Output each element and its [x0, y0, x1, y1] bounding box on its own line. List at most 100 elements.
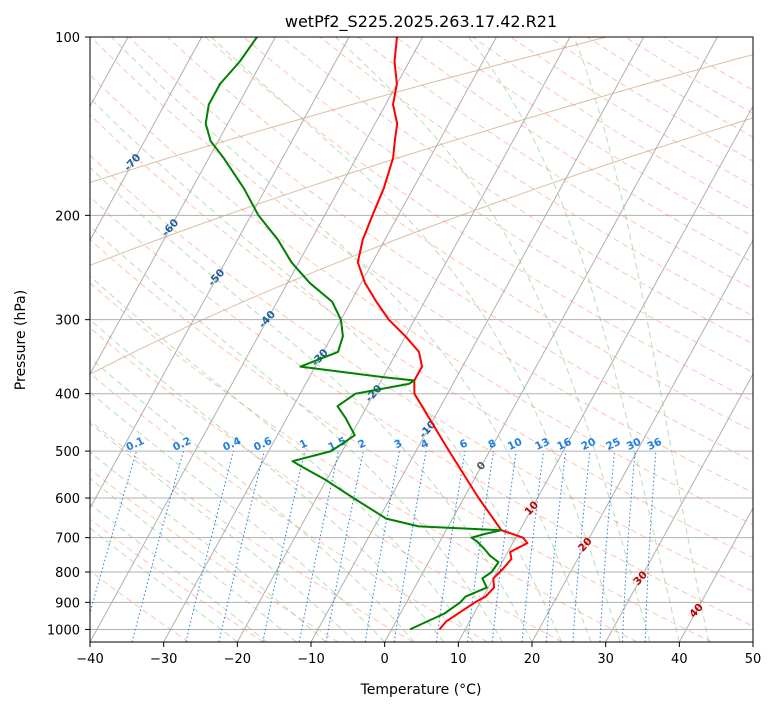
mixing-ratio-line	[521, 451, 545, 642]
dry-adiabat	[166, 37, 753, 432]
mixing-ratio-label: 30	[625, 436, 643, 453]
mixing-ratio-line	[491, 451, 517, 642]
x-axis-ticks: −40 −30 −20 −10 0 10 20 30 40 50	[76, 642, 761, 667]
x-tick-label: 20	[524, 652, 541, 667]
mixing-ratio-line	[90, 450, 137, 615]
dry-adiabat	[90, 518, 264, 642]
y-tick-label: 1000	[47, 623, 80, 638]
mixing-ratio-label: 8	[486, 437, 498, 451]
dry-adiabat	[90, 114, 753, 559]
dry-adiabat	[319, 37, 753, 317]
dry-adiabat	[90, 154, 753, 592]
moist-adiabat	[110, 37, 592, 642]
dry-adiabat	[243, 37, 753, 373]
moist-adiabat	[90, 166, 533, 642]
y-tick-label: 200	[55, 209, 80, 224]
moist-adiabat	[90, 319, 444, 642]
mixing-ratio-label: 3	[392, 437, 404, 451]
chart-title: wetPf2_S225.2025.263.17.42.R21	[285, 12, 557, 32]
isotherm-line	[678, 507, 753, 642]
dry-adiabats	[90, 37, 753, 642]
x-tick-label: 30	[597, 652, 614, 667]
y-tick-label: 600	[55, 492, 80, 507]
moist-adiabat	[90, 451, 327, 642]
plot-area: 0.10.20.40.611.52346810131620253036-100-…	[90, 37, 753, 642]
mixing-ratio-line	[262, 450, 306, 642]
moist-adiabat	[573, 37, 710, 642]
moist-adiabats	[90, 37, 710, 642]
mixing-ratio-label: 6	[458, 437, 470, 451]
mixing-ratio-line	[572, 451, 591, 642]
data-series	[204, 37, 529, 631]
y-axis-ticks: 100 200 300 400 500 600 700 800 900 1000	[47, 31, 90, 638]
dry-adiabat	[204, 37, 753, 402]
y-tick-label: 400	[55, 388, 80, 403]
isotherms	[90, 37, 753, 642]
mixing-ratio-label: 20	[580, 436, 598, 453]
y-tick-label: 700	[55, 532, 80, 547]
moist-adiabat	[90, 225, 503, 642]
isotherm-line	[90, 37, 203, 242]
mixing-ratio-line	[185, 450, 234, 642]
dry-adiabat	[90, 420, 414, 642]
mixing-ratio-lines	[90, 450, 657, 642]
y-tick-label: 800	[55, 566, 80, 581]
isotherm-line	[384, 37, 718, 642]
x-axis-label: Temperature (°C)	[360, 682, 482, 698]
mixing-ratio-line	[545, 451, 567, 642]
moist-adiabat	[335, 37, 651, 642]
isotherm-line	[163, 37, 497, 642]
x-tick-label: 0	[381, 652, 389, 667]
moist-adiabat	[90, 97, 562, 642]
moist-adiabat	[90, 275, 474, 642]
dry-adiabat	[90, 282, 638, 642]
dewpoint-profile	[204, 37, 503, 631]
x-tick-label: −20	[224, 652, 251, 667]
isotherm-line	[236, 37, 571, 642]
mixing-ratio-label: 2	[356, 437, 368, 451]
isotherm-line	[605, 373, 753, 642]
plot-frame	[89, 36, 754, 643]
x-tick-label: 10	[450, 652, 467, 667]
mixing-ratio-label: 36	[645, 436, 663, 453]
dry-adiabat	[90, 372, 488, 642]
pressure-gridlines	[90, 37, 753, 630]
x-tick-label: 50	[745, 652, 762, 667]
isotherm-line	[531, 239, 753, 642]
x-tick-label: −40	[76, 652, 103, 667]
x-tick-label: 40	[671, 652, 688, 667]
y-tick-label: 100	[55, 31, 80, 46]
mixing-ratio-label: 1	[298, 437, 310, 451]
isotherm-line	[310, 37, 645, 642]
mixing-ratio-line	[467, 451, 494, 642]
isotherm-line	[90, 37, 276, 376]
dry-adiabat	[357, 37, 753, 290]
dry-adiabat	[90, 196, 753, 627]
mixing-ratio-line	[131, 450, 184, 642]
dry-adiabat	[90, 327, 563, 642]
ozone-curves	[90, 37, 753, 375]
x-tick-label: −10	[297, 652, 324, 667]
moist-adiabat	[468, 37, 680, 642]
x-tick-label: −30	[150, 652, 177, 667]
y-tick-label: 300	[55, 314, 80, 329]
moist-adiabat	[90, 391, 386, 642]
y-axis-label: Pressure (hPa)	[13, 290, 29, 390]
mixing-ratio-label: 16	[555, 436, 573, 453]
moist-adiabat	[210, 37, 621, 642]
mixing-ratio-label: 25	[604, 436, 622, 453]
dry-adiabat	[90, 74, 753, 526]
mixing-ratio-label: 13	[533, 436, 551, 453]
mixing-ratio-label: 10	[506, 436, 524, 453]
y-tick-label: 900	[55, 596, 80, 611]
y-tick-label: 500	[55, 445, 80, 460]
isotherm-line	[90, 37, 350, 510]
ozone-curve	[90, 117, 753, 375]
dry-adiabat	[90, 570, 190, 642]
moist-adiabat	[90, 422, 356, 642]
temperature-profile	[356, 37, 529, 631]
mixing-ratio-label: 4	[419, 437, 431, 451]
mixing-ratio-line	[435, 451, 466, 642]
mixing-ratio-line	[218, 450, 265, 642]
